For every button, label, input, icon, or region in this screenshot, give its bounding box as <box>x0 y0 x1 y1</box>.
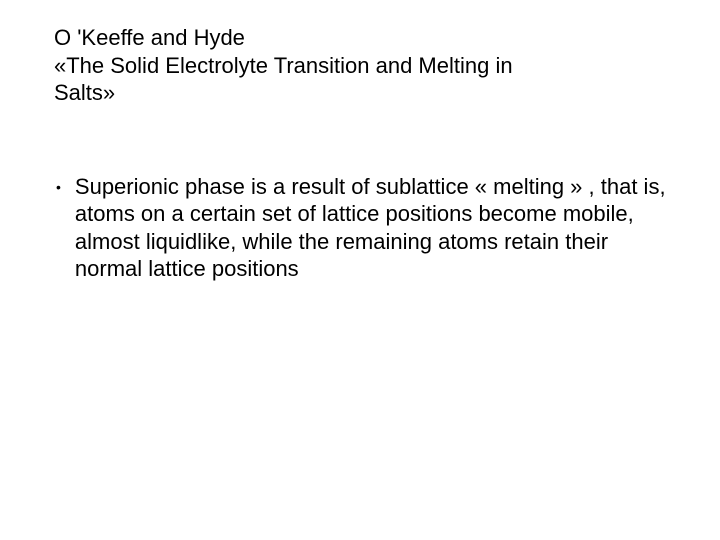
bullet-text: Superionic phase is a result of sublatti… <box>75 173 666 283</box>
title-line-2: «The Solid Electrolyte Transition and Me… <box>54 52 666 80</box>
title-line-3: Salts» <box>54 79 666 107</box>
title-line-1: O 'Keeffe and Hyde <box>54 24 666 52</box>
bullet-item: • Superionic phase is a result of sublat… <box>56 173 666 283</box>
bullet-marker: • <box>56 179 61 197</box>
slide-title: O 'Keeffe and Hyde «The Solid Electrolyt… <box>54 24 666 107</box>
